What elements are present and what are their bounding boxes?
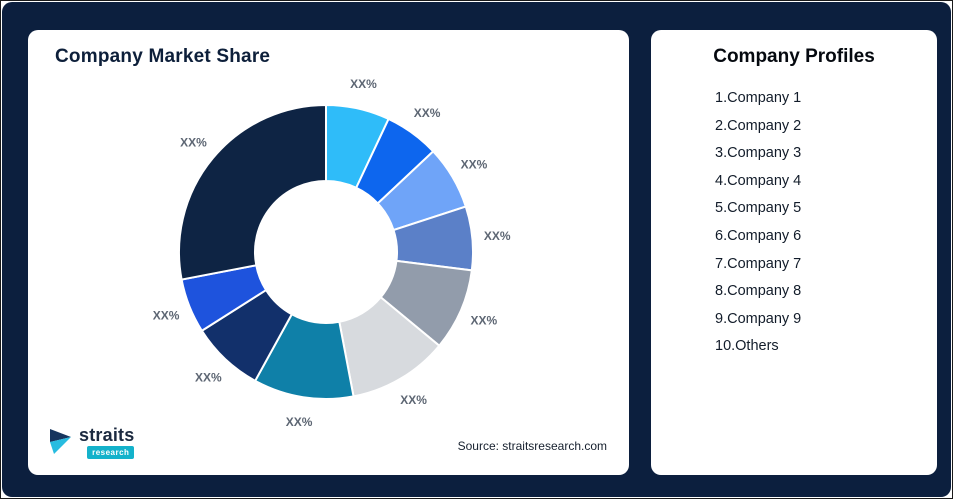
logo-text: straits research: [79, 425, 135, 459]
slice-label-company-1: XX%: [350, 77, 377, 91]
slice-label-company-3: XX%: [461, 157, 488, 171]
slice-label-company-8: XX%: [195, 370, 222, 384]
source-attribution: Source: straitsresearch.com: [457, 439, 607, 453]
straits-research-logo: straits research: [48, 425, 135, 459]
company-profile-item: 10.Others: [715, 338, 779, 355]
slice-label-company-9: XX%: [153, 308, 180, 322]
company-profile-item: 3.Company 3: [715, 145, 802, 162]
company-profile-item: 1.Company 1: [715, 90, 802, 106]
chart-title: Company Market Share: [55, 46, 271, 67]
profiles-title: Company Profiles: [713, 46, 875, 67]
company-profile-item: 7.Company 7: [715, 255, 802, 272]
company-profile-item: 8.Company 8: [715, 283, 802, 300]
company-profiles-card: Company Profiles 1.Company 1 2.Company 2 3…: [651, 30, 937, 475]
slice-label-company-2: XX%: [414, 106, 441, 120]
company-profiles-list: 1.Company 1 2.Company 2 3.Company 3 4.Compa…: [651, 85, 937, 361]
logo-wordmark: straits: [79, 425, 135, 445]
company-profile-item: 4.Company 4: [715, 172, 802, 189]
donut-segment-others: [178, 103, 327, 281]
donut-chart: XX% XX% XX% XX% XX% XX% XX% XX% XX% XX%: [153, 77, 511, 429]
company-profile-item: 9.Company 9: [715, 310, 802, 327]
slice-label-company-4: XX%: [484, 229, 511, 243]
slice-label-company-6: XX%: [400, 393, 427, 407]
logo-subtext-chip: research: [87, 446, 135, 459]
straits-logo-icon: [50, 429, 71, 454]
market-share-card: Company Market Share XX% XX% XX% XX% XX% XX% X…: [28, 30, 629, 475]
company-profile-item: 2.Company 2: [715, 117, 802, 134]
slice-label-company-5: XX%: [471, 313, 498, 327]
company-profile-item: 5.Company 5: [715, 200, 802, 217]
slice-label-company-7: XX%: [286, 415, 313, 429]
slice-label-others: XX%: [180, 135, 207, 149]
company-profile-item: 6.Company 6: [715, 227, 802, 244]
